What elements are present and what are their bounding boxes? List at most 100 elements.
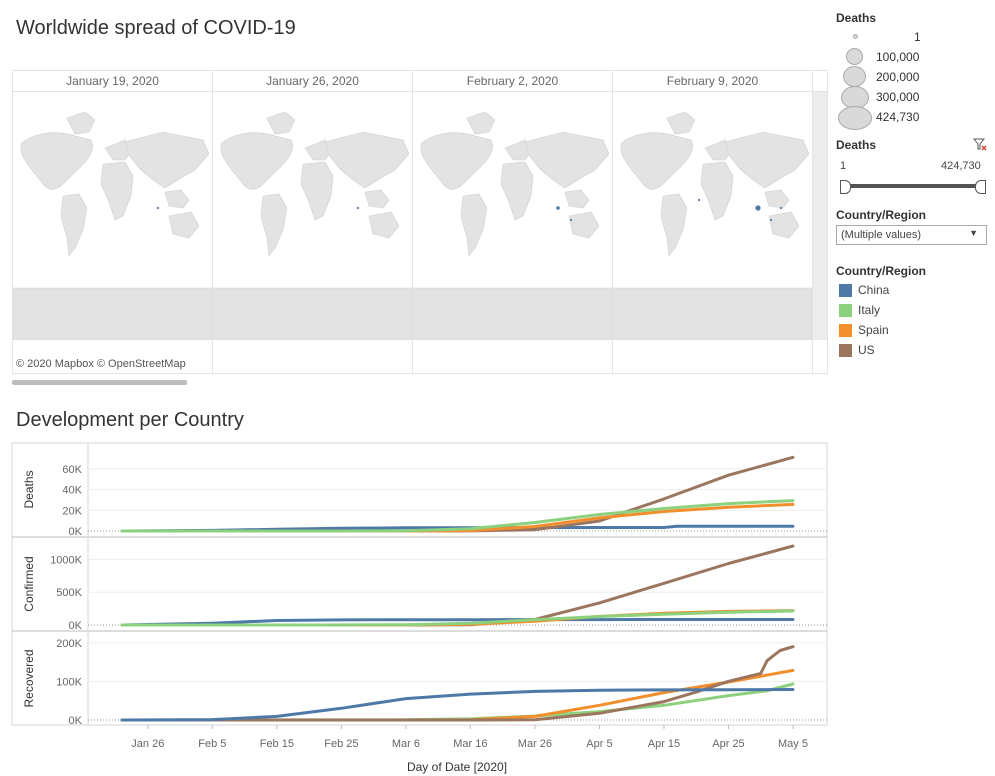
world-map-panel[interactable] <box>413 92 612 340</box>
map-landmass <box>768 211 800 239</box>
y-axis-label: Confirmed <box>22 556 36 611</box>
x-tick-label: Mar 16 <box>453 738 487 750</box>
size-legend-label-2: 100,000 <box>876 50 920 64</box>
map-death-marker[interactable] <box>697 198 701 202</box>
map-right-border <box>827 70 828 373</box>
legend-label-us[interactable]: US <box>858 343 875 357</box>
deaths-range-min-handle[interactable] <box>840 180 851 194</box>
world-map-panel[interactable] <box>13 92 212 340</box>
world-map-panel[interactable] <box>613 92 812 340</box>
deaths-range-track[interactable] <box>845 184 981 188</box>
map-date-3: February 2, 2020 <box>466 74 559 88</box>
world-map-panel[interactable] <box>213 92 412 340</box>
size-legend-label-3: 200,000 <box>876 70 920 84</box>
series-line-china[interactable] <box>120 618 795 627</box>
map-landmass <box>420 132 493 190</box>
map-landmass <box>700 161 734 221</box>
map-death-marker[interactable] <box>156 206 160 210</box>
dropdown-arrow-icon: ▼ <box>969 228 978 238</box>
map-death-marker[interactable] <box>569 218 573 222</box>
series-line-italy[interactable] <box>120 609 795 627</box>
map-top-border <box>12 70 828 71</box>
legend-swatch-china[interactable] <box>839 284 852 297</box>
legend-swatch-us[interactable] <box>839 344 852 357</box>
map-left-border <box>12 70 13 373</box>
legend-swatch-spain[interactable] <box>839 324 852 337</box>
deaths-range-max-handle[interactable] <box>975 180 986 194</box>
map-landmass <box>368 211 400 239</box>
map-landmass <box>13 287 212 340</box>
map-divider-1 <box>212 70 213 373</box>
map-landmass <box>164 189 190 209</box>
development-line-chart[interactable]: 0K 20K 40K 60K Deaths 0K 500K 1000K Confirmed 0K 1… <box>0 436 835 776</box>
map-divider-2 <box>412 70 413 373</box>
legend-label-china[interactable]: China <box>858 283 890 297</box>
chart-frame <box>11 442 828 726</box>
map-date-4: February 9, 2020 <box>666 74 759 88</box>
country-filter-value: (Multiple values) <box>841 229 922 241</box>
map-death-marker[interactable] <box>755 205 761 211</box>
map-bottom-border <box>12 373 828 374</box>
series-line-us[interactable] <box>120 645 795 722</box>
y-tick-label: 0K <box>69 526 83 538</box>
map-death-marker[interactable] <box>356 206 360 210</box>
y-tick-label: 100K <box>56 676 82 688</box>
series-line-italy[interactable] <box>120 499 795 533</box>
clear-filter-icon[interactable] <box>973 138 987 151</box>
x-tick-label: Feb 5 <box>198 738 226 750</box>
map-death-marker[interactable] <box>556 206 560 210</box>
map-horizontal-scrollbar[interactable] <box>12 380 187 385</box>
size-legend-circle-1 <box>853 34 858 39</box>
map-landmass <box>764 189 790 209</box>
map-landmass <box>524 131 610 189</box>
map-landmass <box>364 189 390 209</box>
map-landmass <box>460 193 488 257</box>
x-tick-label: Feb 25 <box>324 738 358 750</box>
map-landmass <box>660 193 688 257</box>
map-date-1: January 19, 2020 <box>66 74 159 88</box>
x-tick-label: May 5 <box>778 738 808 750</box>
map-header-divider <box>12 91 828 92</box>
legend-label-italy[interactable]: Italy <box>858 303 881 317</box>
map-landmass <box>324 131 410 189</box>
map-landmass <box>568 211 600 239</box>
x-tick-label: Jan 26 <box>131 738 164 750</box>
map-landmass <box>100 161 134 221</box>
chart-title: Development per Country <box>16 409 244 431</box>
size-legend-label-5: 424,730 <box>876 110 920 124</box>
map-landmass <box>124 131 210 189</box>
deaths-filter-min: 1 <box>840 160 847 172</box>
y-tick-label: 20K <box>62 505 82 517</box>
size-legend-circle-2 <box>846 48 863 65</box>
map-landmass <box>500 161 534 221</box>
deaths-filter-title: Deaths <box>836 138 877 152</box>
map-landmass <box>564 189 590 209</box>
map-landmass <box>620 132 693 190</box>
map-landmass <box>213 287 412 340</box>
map-divider-3 <box>612 70 613 373</box>
size-legend-circle-5 <box>838 106 872 130</box>
color-legend-title: Country/Region <box>836 264 926 278</box>
y-tick-label: 500K <box>56 587 82 599</box>
size-legend-label-4: 300,000 <box>876 90 920 104</box>
y-tick-label: 1000K <box>50 554 82 566</box>
legend-swatch-italy[interactable] <box>839 304 852 317</box>
x-tick-label: Apr 15 <box>648 738 680 750</box>
country-filter-dropdown[interactable]: (Multiple values) ▼ <box>836 225 987 245</box>
size-legend-label-1: 1 <box>914 30 921 44</box>
y-tick-label: 200K <box>56 638 82 650</box>
size-legend-circle-3 <box>843 66 866 87</box>
x-tick-label: Feb 15 <box>260 738 294 750</box>
y-tick-label: 0K <box>69 715 83 727</box>
series-line-china[interactable] <box>120 688 795 722</box>
y-tick-label: 0K <box>69 620 83 632</box>
map-divider-4 <box>812 70 813 373</box>
map-landmass <box>413 287 612 340</box>
map-landmass <box>300 161 334 221</box>
x-tick-label: Apr 5 <box>586 738 612 750</box>
legend-label-spain[interactable]: Spain <box>858 323 889 337</box>
y-axis-label: Deaths <box>22 470 36 508</box>
y-axis-label: Recovered <box>22 649 36 707</box>
map-death-marker[interactable] <box>779 206 783 210</box>
map-death-marker[interactable] <box>769 218 773 222</box>
